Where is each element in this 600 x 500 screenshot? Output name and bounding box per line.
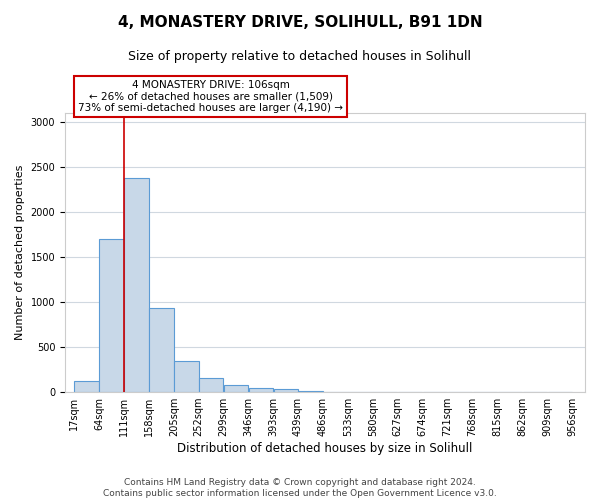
- Bar: [199, 378, 223, 392]
- Text: Size of property relative to detached houses in Solihull: Size of property relative to detached ho…: [128, 50, 472, 63]
- Bar: [249, 388, 274, 392]
- Bar: [224, 385, 248, 392]
- Y-axis label: Number of detached properties: Number of detached properties: [15, 165, 25, 340]
- X-axis label: Distribution of detached houses by size in Solihull: Distribution of detached houses by size …: [178, 442, 473, 455]
- Bar: [74, 382, 99, 392]
- Text: 4, MONASTERY DRIVE, SOLIHULL, B91 1DN: 4, MONASTERY DRIVE, SOLIHULL, B91 1DN: [118, 15, 482, 30]
- Bar: [124, 178, 149, 392]
- Bar: [174, 362, 199, 392]
- Bar: [298, 391, 323, 392]
- Text: 4 MONASTERY DRIVE: 106sqm
← 26% of detached houses are smaller (1,509)
73% of se: 4 MONASTERY DRIVE: 106sqm ← 26% of detac…: [78, 80, 343, 113]
- Bar: [274, 390, 298, 392]
- Bar: [99, 239, 124, 392]
- Text: Contains HM Land Registry data © Crown copyright and database right 2024.
Contai: Contains HM Land Registry data © Crown c…: [103, 478, 497, 498]
- Bar: [149, 308, 173, 392]
